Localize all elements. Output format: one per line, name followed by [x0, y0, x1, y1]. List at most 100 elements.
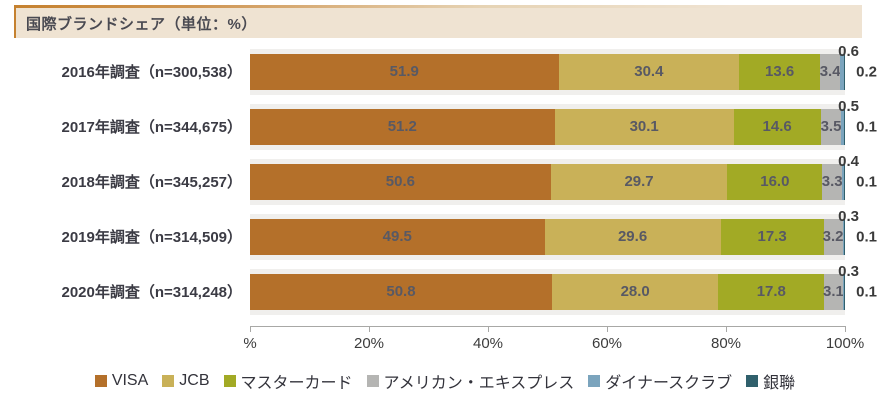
- legend-swatch: [94, 375, 107, 387]
- chart-row: 2017年調査（n=344,675） 51.2 30.1 14.6 3.5 0.5 0.1: [14, 98, 890, 154]
- bar-segment: [844, 218, 845, 255]
- bar-segment: 3.3: [821, 163, 843, 200]
- legend: VISA JCB マスターカード アメリカン・エキスプレス ダイナースクラブ 銀聯: [0, 369, 890, 393]
- bar-band: 50.8 28.0 17.8 3.1 0.3 0.1: [250, 263, 877, 315]
- bar-segment: 17.3: [720, 218, 824, 255]
- segment-value-label: 29.7: [624, 173, 654, 190]
- bar-segment: 3.5: [820, 108, 842, 145]
- legend-swatch: [746, 375, 759, 387]
- row-label: 2019年調査（n=314,509）: [61, 229, 242, 246]
- axis-tick: [487, 326, 489, 332]
- segment-value-label: 3.4: [819, 63, 841, 80]
- x-axis-line: [250, 326, 845, 327]
- segment-value-label: 29.6: [617, 228, 648, 245]
- bar-segment: 49.5: [250, 218, 545, 255]
- x-axis: % 20% 40% 60% 80% 100%: [243, 326, 864, 358]
- segment-value-label: 51.9: [389, 63, 419, 80]
- segment-value-label: 17.8: [756, 283, 786, 300]
- legend-swatch: [162, 375, 175, 387]
- legend-item: ダイナースクラブ: [588, 369, 732, 393]
- segment-value-label: 49.5: [382, 228, 412, 245]
- chart-row: 2016年調査（n=300,538） 51.9 30.4 13.6 3.4 0.6 0.2: [14, 43, 890, 99]
- segment-value-label: 28.0: [620, 283, 650, 300]
- segment-value-label: 51.2: [387, 118, 417, 135]
- bar-segment: 3.1: [822, 273, 844, 310]
- segment-value-label: 3.1: [822, 283, 844, 300]
- segment-value-label-above: 0.4: [838, 152, 859, 170]
- axis-tick-label: 60%: [591, 335, 623, 352]
- bar-segment: 14.6: [733, 108, 821, 145]
- segment-value-label: 50.8: [386, 283, 416, 300]
- segment-value-label: 30.4: [634, 63, 664, 80]
- bar-segment: 50.8: [250, 273, 552, 310]
- legend-label: JCB: [179, 372, 210, 389]
- axis-tick-label: 40%: [472, 335, 504, 352]
- axis-tick: [606, 326, 608, 332]
- chart-row: 2019年調査（n=314,509） 49.5 29.6 17.3 3.2 0.3 0.1: [14, 208, 890, 264]
- segment-value-label: 30.1: [629, 118, 659, 135]
- bar-segment: 17.8: [718, 273, 825, 310]
- segment-value-label: 3.2: [822, 228, 844, 245]
- row-label: 2016年調査（n=300,538）: [61, 64, 242, 81]
- bar-segment: [842, 163, 845, 200]
- chart-row: 2018年調査（n=345,257） 50.6 29.7 16.0 3.3 0.4 0.1: [14, 153, 890, 209]
- bar-segment: [843, 53, 845, 90]
- segment-value-label: 14.6: [762, 118, 792, 135]
- bar-segment: 13.6: [739, 53, 821, 90]
- bar-segment: 16.0: [727, 163, 823, 200]
- stacked-bar: 50.8 28.0 17.8 3.1: [250, 273, 845, 310]
- bar-segment: [842, 218, 845, 255]
- bar-segment: 3.4: [819, 53, 841, 90]
- segment-value-label: 3.5: [820, 118, 842, 135]
- bar-segment: [840, 53, 844, 90]
- bar-segment: 50.6: [250, 163, 551, 200]
- axis-tick-label: 80%: [710, 335, 742, 352]
- stacked-bar: 51.2 30.1 14.6 3.5: [250, 108, 845, 145]
- segment-value-label: 50.6: [385, 173, 415, 190]
- legend-label: ダイナースクラブ: [605, 375, 733, 392]
- legend-item: VISA: [94, 372, 149, 390]
- legend-item: マスターカード: [223, 369, 353, 393]
- bar-segment: [844, 163, 845, 200]
- segment-value-label: 17.3: [757, 228, 787, 245]
- axis-tick: [249, 326, 251, 332]
- bar-segment: 29.7: [550, 163, 728, 200]
- bar-segment: [844, 273, 845, 310]
- bar-segment: [844, 108, 845, 145]
- stacked-bar: 51.9 30.4 13.6 3.4: [250, 53, 845, 90]
- axis-tick-label: %: [243, 335, 257, 352]
- bar-segment: 29.6: [544, 218, 721, 255]
- bar-segment: [842, 273, 845, 310]
- segment-value-label-above: 0.3: [838, 207, 859, 225]
- bar-band: 50.6 29.7 16.0 3.3 0.4 0.1: [250, 153, 877, 205]
- legend-item: JCB: [162, 372, 210, 390]
- bar-band: 49.5 29.6 17.3 3.2 0.3 0.1: [250, 208, 877, 260]
- segment-value-label-outside: 0.1: [856, 228, 877, 245]
- legend-label: アメリカン・エキスプレス: [383, 375, 575, 392]
- legend-label: 銀聯: [763, 375, 796, 392]
- segment-value-label-above: 0.3: [838, 262, 859, 280]
- legend-swatch: [366, 375, 379, 387]
- segment-value-label-above: 0.6: [838, 42, 859, 60]
- bar-segment: 30.4: [558, 53, 740, 90]
- legend-label: VISA: [111, 372, 149, 389]
- row-label: 2018年調査（n=345,257）: [61, 174, 242, 191]
- bar-segment: [841, 108, 845, 145]
- stacked-bar: 50.6 29.7 16.0 3.3: [250, 163, 845, 200]
- segment-value-label: 13.6: [765, 63, 795, 80]
- axis-tick-label: 100%: [825, 335, 865, 352]
- row-label: 2017年調査（n=344,675）: [61, 119, 242, 136]
- segment-value-label: 3.3: [821, 173, 843, 190]
- stacked-bar: 49.5 29.6 17.3 3.2: [250, 218, 845, 255]
- bar-band: 51.9 30.4 13.6 3.4 0.6 0.2: [250, 43, 877, 95]
- row-label: 2020年調査（n=314,248）: [61, 284, 242, 301]
- chart-row: 2020年調査（n=314,248） 50.8 28.0 17.8 3.1 0.3 0.1: [14, 263, 890, 319]
- segment-value-label-outside: 0.2: [856, 63, 877, 80]
- segment-value-label: 16.0: [760, 173, 790, 190]
- bar-segment: 3.2: [822, 218, 844, 255]
- legend-swatch: [223, 375, 236, 387]
- legend-label: マスターカード: [240, 375, 353, 392]
- axis-tick: [725, 326, 727, 332]
- bar-segment: 28.0: [551, 273, 719, 310]
